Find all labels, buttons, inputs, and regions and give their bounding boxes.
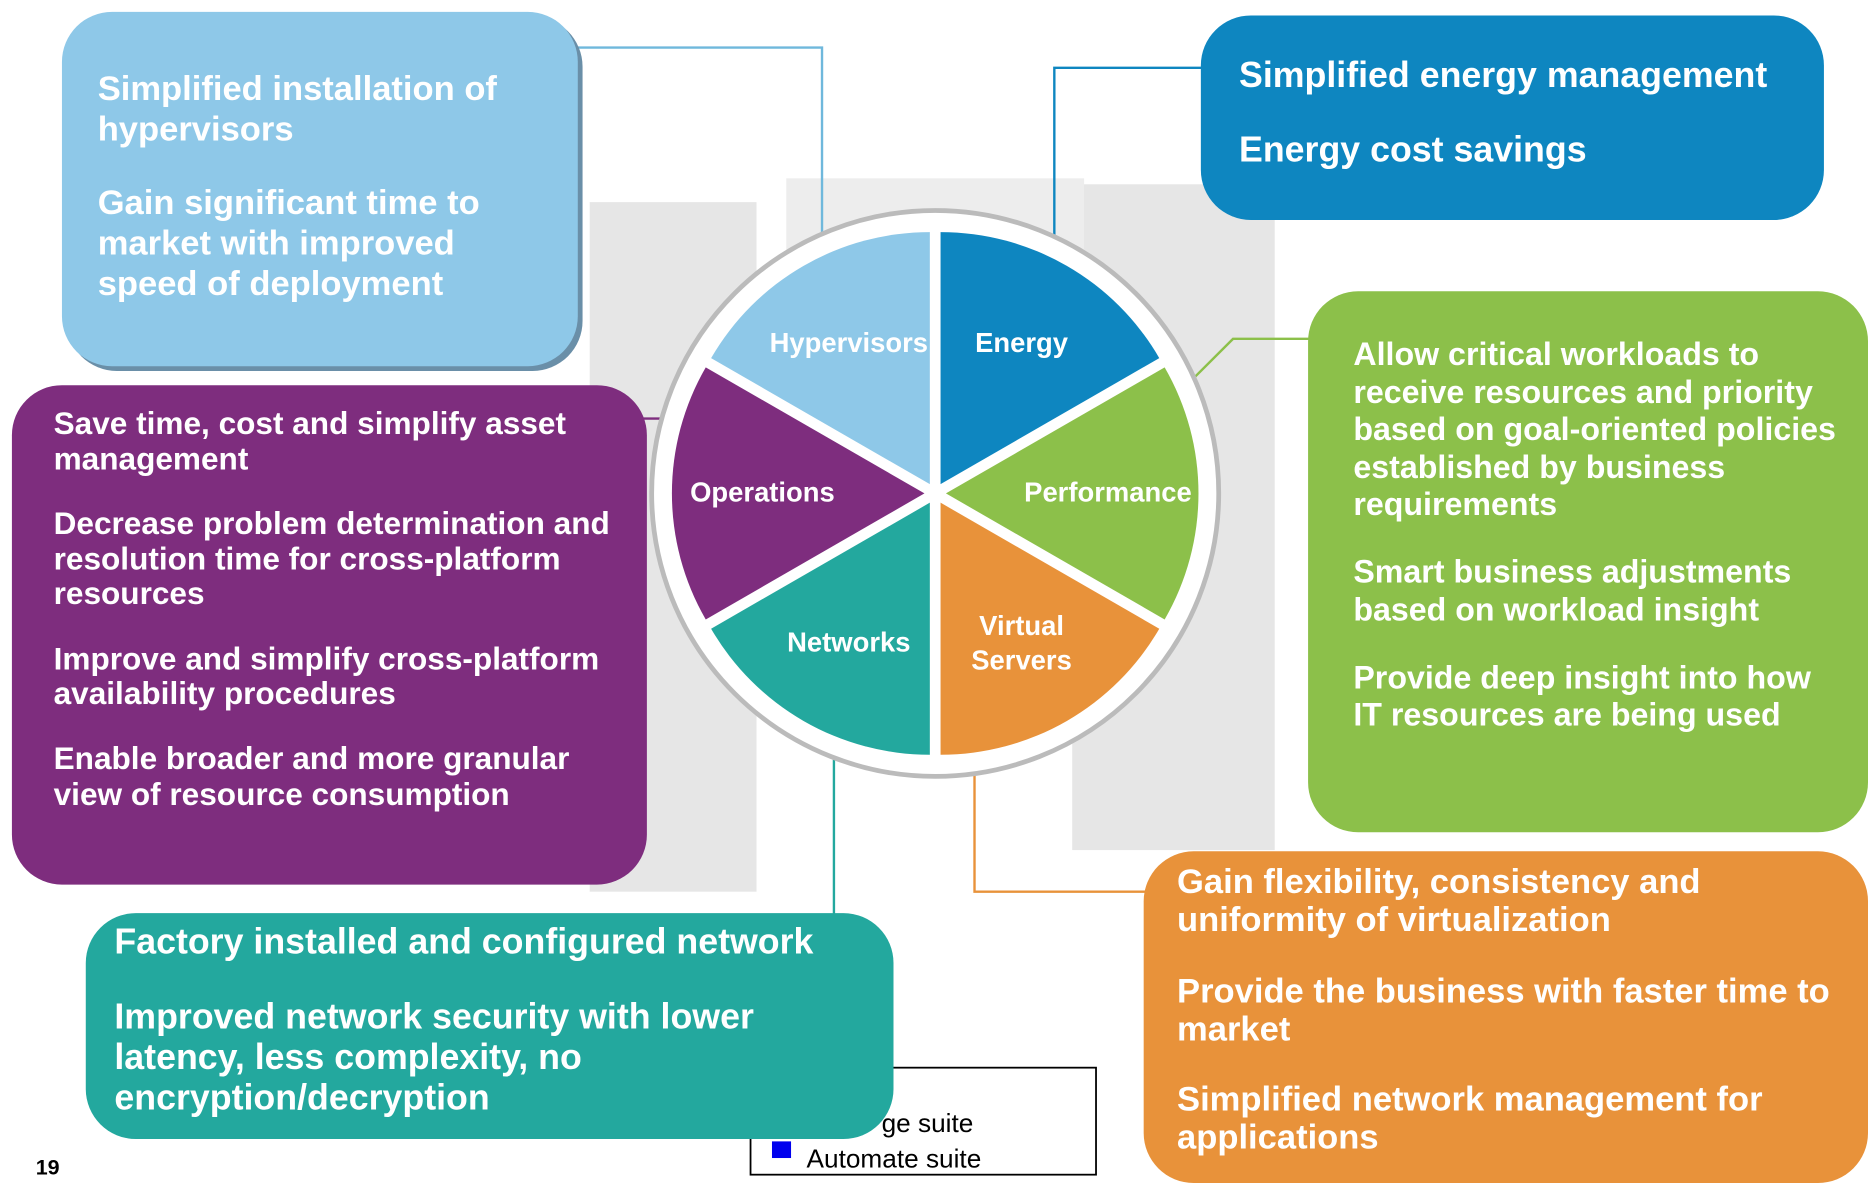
feature-box: Simplified installation of hypervisors Ga… <box>62 12 578 366</box>
box-text: Allow critical workloads to receive reso… <box>1353 336 1841 523</box>
feature-box: Factory installed and configured network… <box>86 913 894 1139</box>
segment-label: Performance <box>1007 476 1210 510</box>
box-text: Energy cost savings <box>1239 130 1811 170</box>
box-text: Simplified energy management <box>1239 56 1811 96</box>
box-text: Smart business adjustments based on work… <box>1353 554 1841 629</box>
box-text: Save time, cost and simplify asset manag… <box>54 407 614 477</box>
legend-item: ge suite <box>882 1108 974 1138</box>
segment-label: Hypervisors <box>748 326 951 360</box>
segment-label: Virtual Servers <box>956 608 1087 677</box>
feature-box: Gain flexibility, consistency and unifor… <box>1144 851 1868 1183</box>
legend-item: Automate suite <box>807 1144 982 1174</box>
box-text: Factory installed and configured network <box>114 923 829 963</box>
box-text: Decrease problem determination and resol… <box>54 507 614 612</box>
segment-label: Energy <box>920 326 1123 360</box>
box-text: Gain flexibility, consistency and unifor… <box>1177 863 1856 939</box>
box-text: Improved network security with lower lat… <box>114 997 829 1118</box>
box-text: Improve and simplify cross-platform avai… <box>54 642 614 712</box>
page-number: 19 <box>36 1156 60 1180</box>
box-text: Provide the business with faster time to… <box>1177 972 1856 1048</box>
segment-label: Networks <box>748 625 951 659</box>
legend-swatch <box>772 1141 791 1158</box>
box-text: Enable broader and more granular view of… <box>54 742 614 812</box>
segment-label: Operations <box>661 476 864 510</box>
feature-box: Save time, cost and simplify asset manag… <box>12 385 647 884</box>
page: ge suite Automate suite 19 Simplified in… <box>0 0 1868 1183</box>
box-text: Provide deep insight into how IT resourc… <box>1353 660 1841 735</box>
box-text: Simplified installation of hypervisors <box>98 69 527 150</box>
box-text: Simplified network management for applic… <box>1177 1081 1856 1157</box>
box-text: Gain significant time to market with imp… <box>98 183 527 304</box>
slide: ge suite Automate suite 19 Simplified in… <box>0 0 1868 1183</box>
feature-box: Allow critical workloads to receive reso… <box>1308 291 1868 832</box>
feature-box: Simplified energy management Energy cost … <box>1201 15 1824 219</box>
